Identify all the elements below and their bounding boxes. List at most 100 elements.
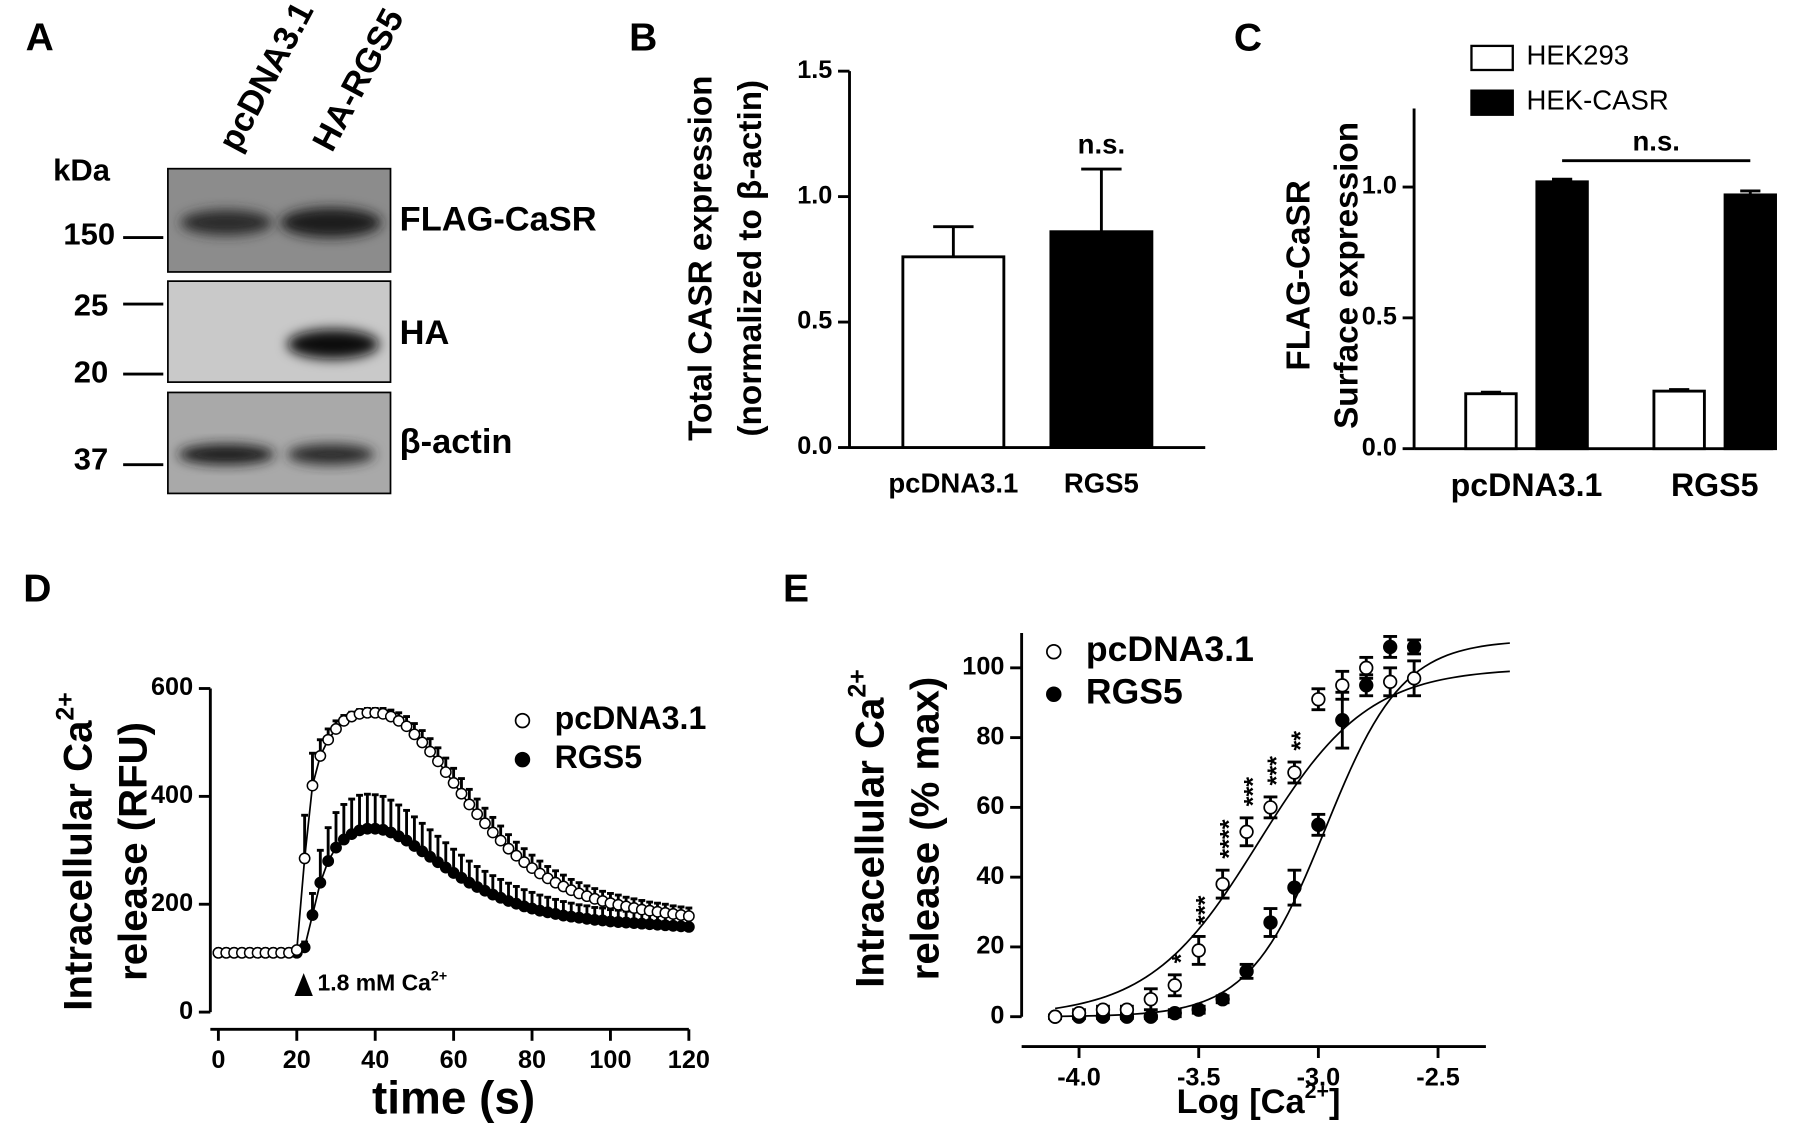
y-tick-label: 0.5 (1362, 303, 1397, 331)
y-tick-label: 0.0 (1362, 433, 1397, 461)
x-axis-label: time (s) (372, 1072, 535, 1124)
bar (1049, 230, 1154, 449)
point (479, 817, 491, 830)
marker-label: 20 (74, 354, 108, 389)
y-axis-label: release (% max) (902, 677, 947, 981)
legend-swatch (1470, 44, 1514, 72)
label-part: release (% max) (902, 677, 947, 981)
point (432, 856, 444, 869)
y-tick-label: 20 (976, 932, 1004, 960)
point (439, 766, 452, 779)
point (330, 841, 342, 854)
point (424, 850, 437, 863)
marker-label: 37 (74, 441, 108, 476)
label-part: Intracellular Ca (847, 697, 892, 988)
significance-label: **** (1215, 819, 1243, 858)
panel-a: A pcDNA3.1 HA-RGS5 kDa 150 25 20 37 FLAG… (26, 0, 597, 495)
label-part: Log [Ca (1177, 1083, 1306, 1121)
bar (1723, 193, 1777, 451)
point (1383, 674, 1398, 689)
label-part: Total CASR expression (682, 75, 719, 440)
label-part: 2+ (51, 692, 79, 720)
point (510, 849, 523, 862)
point (290, 944, 303, 956)
panel-b: B Total CASR expression (normalized to β-a… (629, 16, 1206, 499)
label-part: release (RFU) (110, 722, 155, 981)
point (1311, 817, 1326, 833)
lane-label: pcDNA3.1 (211, 0, 321, 157)
y-tick-label: 1.0 (797, 181, 832, 209)
blot-strip (167, 391, 392, 495)
unit-label: kDa (53, 152, 111, 187)
x-tick-label: 80 (518, 1046, 546, 1074)
y-tick-label: 0 (990, 1001, 1004, 1029)
point (337, 833, 350, 846)
legend-swatch (1470, 89, 1514, 116)
y-tick-label: 1.5 (797, 56, 832, 84)
legend-label: HEK-CASR (1527, 84, 1669, 115)
fit-curve (1054, 670, 1510, 1010)
label-part: time (s) (372, 1072, 535, 1124)
x-tick-label: pcDNA3.1 (1451, 467, 1603, 503)
point (408, 728, 421, 741)
bar (1535, 180, 1589, 451)
band (287, 329, 380, 360)
point (306, 909, 319, 921)
y-tick-label: 600 (151, 673, 193, 701)
y-tick-label: 1.0 (1362, 172, 1397, 200)
y-tick-label: 60 (976, 792, 1004, 820)
x-tick-label: 20 (283, 1046, 311, 1074)
point (463, 798, 476, 811)
point (1143, 1009, 1159, 1024)
point (1359, 660, 1374, 676)
point (322, 855, 335, 867)
point (400, 834, 413, 847)
point (1335, 678, 1350, 693)
x-tick-label: RGS5 (1064, 468, 1139, 499)
point (682, 920, 695, 933)
point (314, 876, 327, 889)
y-tick-label: 200 (151, 889, 193, 917)
point (526, 862, 538, 875)
annotation: 1.8 mM Ca2+ (317, 968, 447, 995)
band (180, 209, 273, 236)
point (416, 736, 429, 749)
y-axis-label: Intracellular Ca2+ (843, 669, 892, 988)
significance-label: *** (1263, 756, 1291, 786)
y-tick-label: 0 (179, 997, 193, 1025)
y-axis-label: FLAG-CaSR (1280, 180, 1317, 370)
point (1287, 765, 1302, 780)
x-tick-label: RGS5 (1671, 467, 1758, 503)
point (432, 755, 444, 768)
point (1239, 964, 1254, 979)
label-part: Intracellular Ca (55, 720, 100, 1011)
point (1335, 713, 1350, 728)
y-axis-label: (normalized to β-actin) (732, 80, 769, 437)
point (322, 733, 335, 746)
point (306, 779, 319, 792)
point (471, 808, 484, 821)
panel-letter: C (1234, 16, 1262, 59)
point (1263, 800, 1278, 815)
y-tick-label: 0.0 (797, 432, 832, 460)
point (1119, 1002, 1135, 1017)
legend-label: RGS5 (555, 739, 642, 775)
y-tick-label: 400 (151, 781, 193, 809)
y-axis-label: Intracellular Ca2+ (51, 692, 100, 1011)
band (178, 444, 275, 465)
label-part: 2+ (1305, 1079, 1329, 1103)
y-axis-label: Total CASR expression (682, 75, 719, 440)
significance-label: * (1167, 953, 1195, 963)
band-label: HA (400, 314, 450, 352)
label-part: FLAG-CaSR (1280, 180, 1317, 370)
error-bar (933, 225, 974, 257)
label-part: ] (1329, 1083, 1340, 1121)
x-tick-label: pcDNA3.1 (888, 468, 1018, 499)
point (518, 856, 531, 869)
point (1095, 1002, 1111, 1017)
significance-label: *** (1239, 777, 1267, 807)
marker-label: 150 (63, 217, 115, 252)
